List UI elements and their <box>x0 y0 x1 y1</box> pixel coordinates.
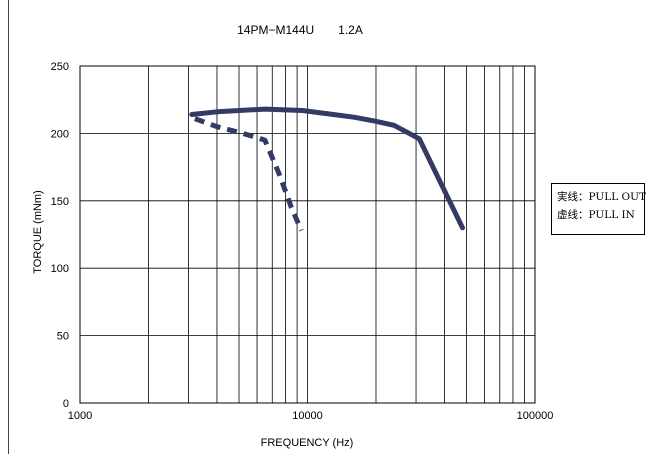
chart-title: 14PM−M144U 1.2A <box>237 23 363 37</box>
legend-item-pull-in: 虚线：PULL IN <box>557 209 635 221</box>
x-tick-labels: 1000 10000 100000 <box>68 410 554 422</box>
y-tick-label: 250 <box>51 61 69 73</box>
y-tick-label: 0 <box>63 398 69 410</box>
y-axis-label: TORQUE (mNm) <box>32 190 44 274</box>
legend-item-pull-out: 実线：PULL OUT <box>557 191 646 203</box>
grid-lines <box>79 65 536 404</box>
x-tick-label: 100000 <box>517 410 554 422</box>
chart-frame <box>8 0 657 454</box>
pull-in-curve <box>194 116 304 232</box>
y-tick-label: 50 <box>57 331 69 343</box>
x-axis-label: FREQUENCY (Hz) <box>261 437 354 449</box>
pull-out-curve <box>189 106 465 231</box>
x-tick-label: 10000 <box>292 410 323 422</box>
series-layer <box>189 106 465 232</box>
plot-area-border <box>79 65 536 404</box>
legend: 実线：PULL OUT 虚线：PULL IN <box>551 183 646 235</box>
y-tick-label: 100 <box>51 263 69 275</box>
y-tick-label: 200 <box>51 128 69 140</box>
y-tick-labels: 0 50 100 150 200 250 <box>51 61 69 410</box>
y-tick-label: 150 <box>51 196 69 208</box>
x-tick-label: 1000 <box>68 410 92 422</box>
